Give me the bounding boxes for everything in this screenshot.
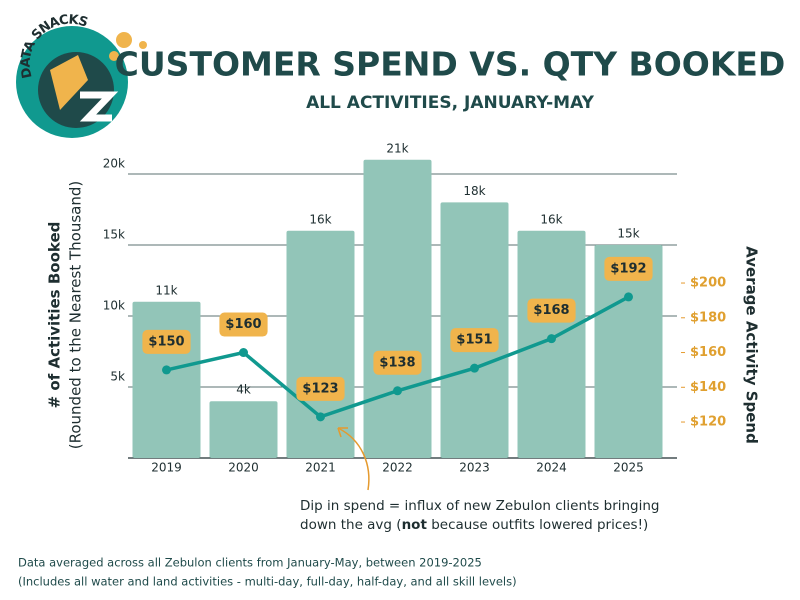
point-value-label: $151 — [456, 333, 492, 348]
bar — [517, 230, 586, 458]
y2-tick-label: $140 — [690, 380, 726, 395]
y-tick-label: 5k — [110, 370, 125, 384]
y-tick-label: 10k — [103, 299, 125, 313]
point-value-label: $138 — [379, 355, 415, 370]
x-tick-label: 2021 — [305, 461, 336, 475]
y2-tick-label: $200 — [690, 276, 726, 291]
line-point — [162, 365, 171, 375]
x-tick-label: 2024 — [536, 461, 567, 475]
value-label-bg — [604, 256, 653, 281]
annotation-part: down the avg ( — [300, 517, 402, 533]
y2-tick-label: $120 — [690, 415, 726, 430]
annotation-arrow — [337, 427, 370, 491]
y-tick-label: 20k — [103, 157, 125, 171]
bar — [286, 230, 355, 458]
bar-value-label: 21k — [386, 141, 408, 155]
bar-value-label: 18k — [463, 184, 485, 198]
y2-tick-label: $180 — [690, 310, 726, 325]
x-tick-label: 2023 — [459, 461, 490, 475]
value-label-bg — [219, 312, 268, 337]
footnote: (Includes all water and land activities … — [18, 575, 517, 589]
bar-value-label: 11k — [155, 283, 177, 297]
annotation-part: because outfits lowered prices!) — [427, 517, 648, 533]
plot-area: 5k 10k 15k 20k $120 $140 $160 $180 $200 2019 2020 2… — [103, 141, 726, 474]
bar — [363, 159, 432, 459]
logo-shape — [50, 55, 88, 110]
annotation: down the avg (not because outfits lowere… — [300, 517, 648, 533]
point-value-label: $150 — [148, 334, 184, 349]
value-label-bg — [373, 350, 422, 375]
x-tick-label: 2020 — [228, 461, 259, 475]
line-point — [316, 412, 325, 422]
value-label-bg — [142, 329, 191, 354]
line-point — [470, 363, 479, 373]
line-point — [393, 386, 402, 396]
bar-value-label: 16k — [540, 212, 562, 226]
y-tick-label: 15k — [103, 228, 125, 242]
bar — [132, 301, 201, 458]
point-value-label: $160 — [225, 317, 261, 332]
x-tick-label: 2022 — [382, 461, 413, 475]
x-tick-label: 2019 — [151, 461, 182, 475]
line-point — [239, 348, 248, 358]
y2-axis-title: Average Activity Spend — [743, 246, 761, 444]
y-axis-title: # of Activities Booked — [46, 222, 64, 409]
bar-value-label: 4k — [236, 383, 251, 397]
bar-value-label: 16k — [309, 212, 331, 226]
bar — [209, 401, 278, 458]
value-label-bg — [527, 298, 576, 323]
value-label-bg — [450, 328, 499, 353]
x-tick-label: 2025 — [613, 461, 644, 475]
y2-tick-label: $160 — [690, 345, 726, 360]
annotation-emphasis: not — [402, 517, 428, 533]
value-label-bg — [296, 376, 345, 401]
line-point — [624, 292, 633, 302]
bar-value-label: 15k — [617, 227, 639, 241]
line-point — [547, 334, 556, 344]
bar — [594, 245, 663, 458]
point-value-label: $192 — [610, 261, 646, 276]
y-axis-subtitle: (Rounded to the Nearest Thousand) — [67, 181, 85, 449]
logo: DATA SNACKS — [16, 12, 147, 138]
footnote: Data averaged across all Zebulon clients… — [18, 556, 482, 570]
logo-crumb — [139, 41, 147, 49]
logo-crumb — [116, 32, 132, 48]
logo-z — [79, 91, 119, 122]
annotation: Dip in spend = influx of new Zebulon cli… — [300, 498, 660, 514]
point-value-label: $168 — [533, 303, 569, 318]
annotation-arrowhead — [337, 427, 348, 438]
chart-title: CUSTOMER SPEND VS. QTY BOOKED — [115, 45, 786, 84]
logo-crumb — [109, 51, 119, 61]
chart-subtitle: ALL ACTIVITIES, JANUARY-MAY — [306, 93, 595, 113]
point-value-label: $123 — [302, 381, 338, 396]
